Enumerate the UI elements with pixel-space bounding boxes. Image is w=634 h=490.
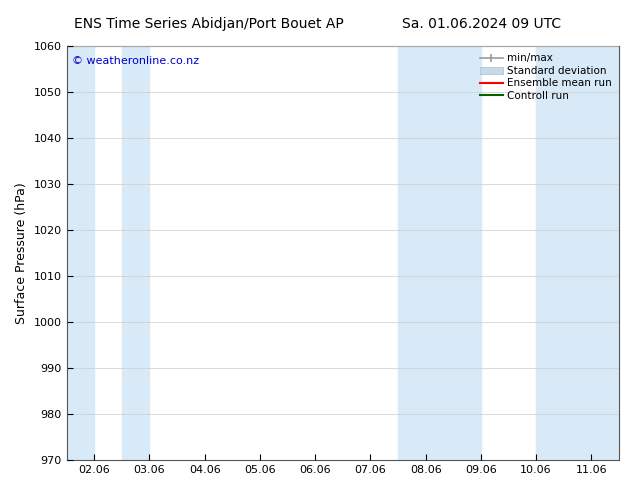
Bar <box>536 46 619 460</box>
Text: © weatheronline.co.nz: © weatheronline.co.nz <box>72 56 199 66</box>
Bar <box>398 46 481 460</box>
Legend: min/max, Standard deviation, Ensemble mean run, Controll run: min/max, Standard deviation, Ensemble me… <box>476 49 616 105</box>
Bar <box>122 46 150 460</box>
Y-axis label: Surface Pressure (hPa): Surface Pressure (hPa) <box>15 182 28 324</box>
Text: Sa. 01.06.2024 09 UTC: Sa. 01.06.2024 09 UTC <box>403 17 561 31</box>
Bar <box>67 46 94 460</box>
Text: ENS Time Series Abidjan/Port Bouet AP: ENS Time Series Abidjan/Port Bouet AP <box>74 17 344 31</box>
